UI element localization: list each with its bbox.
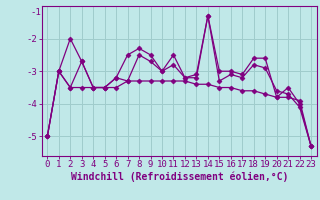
Text: -1: -1 bbox=[31, 8, 42, 17]
X-axis label: Windchill (Refroidissement éolien,°C): Windchill (Refroidissement éolien,°C) bbox=[70, 172, 288, 182]
